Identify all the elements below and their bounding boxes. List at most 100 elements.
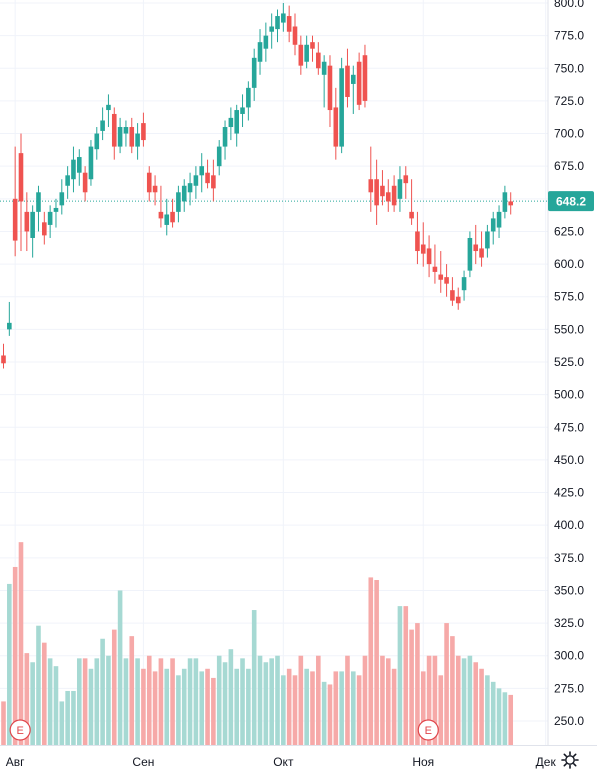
- price-tick-label: 675.0: [554, 159, 584, 173]
- candle-body: [339, 68, 344, 147]
- candle: [508, 192, 514, 215]
- volume-bar: [30, 662, 35, 745]
- price-tick-label: 725.0: [554, 94, 584, 108]
- candle-body: [333, 107, 339, 147]
- candle-body: [281, 13, 286, 23]
- candle: [461, 270, 467, 301]
- candle: [71, 146, 76, 193]
- candle-body: [426, 248, 432, 265]
- volume-bars: [1, 542, 514, 745]
- candle-body: [222, 127, 228, 147]
- candle: [432, 244, 438, 284]
- volume-bar: [251, 610, 257, 745]
- candle: [246, 81, 251, 121]
- time-axis[interactable]: Авг Сен Окт Ноя Дек: [6, 755, 557, 769]
- candle: [94, 127, 100, 160]
- candle-body: [211, 175, 216, 189]
- candle: [286, 5, 292, 43]
- candle-body: [152, 185, 158, 193]
- candle-body: [391, 185, 397, 206]
- candle-body: [374, 179, 379, 206]
- candle-body: [263, 35, 269, 49]
- candle: [211, 159, 216, 202]
- candle: [216, 140, 222, 176]
- candle-body: [409, 211, 414, 219]
- volume-bar: [170, 658, 175, 745]
- candle-body: [479, 248, 484, 258]
- candle: [339, 57, 344, 154]
- candle: [123, 120, 129, 147]
- candle-body: [327, 65, 333, 111]
- price-tick-label: 450.0: [554, 453, 584, 467]
- volume-bar: [438, 675, 444, 745]
- candle-body: [88, 146, 94, 180]
- volume-bar: [234, 668, 239, 745]
- candle: [327, 55, 333, 128]
- candle: [502, 185, 508, 219]
- volume-bar: [117, 590, 123, 745]
- candle: [403, 166, 409, 199]
- volume-bar: [12, 566, 18, 745]
- candle: [298, 35, 304, 75]
- candle: [53, 198, 59, 228]
- volume-bar: [7, 583, 12, 745]
- price-tick-label: 400.0: [554, 518, 584, 532]
- candle: [292, 13, 298, 56]
- price-tick-label: 600.0: [554, 257, 584, 271]
- candle: [275, 9, 280, 43]
- candle: [1, 343, 6, 369]
- candle-body: [286, 16, 292, 32]
- volume-bar: [24, 653, 30, 745]
- candle-body: [356, 61, 362, 105]
- candle: [496, 205, 502, 238]
- settings-gear-icon[interactable]: [561, 751, 579, 769]
- candle: [106, 94, 111, 128]
- candle: [304, 35, 309, 69]
- candle: [100, 107, 105, 141]
- volume-bar: [368, 577, 374, 745]
- candle: [485, 224, 490, 258]
- candle-body: [65, 175, 70, 186]
- candle: [141, 112, 146, 147]
- candle: [374, 159, 379, 225]
- candle-body: [240, 107, 245, 114]
- volume-bar: [316, 655, 321, 745]
- volume-bar: [135, 658, 140, 745]
- candle-body: [351, 74, 356, 84]
- candle-body: [269, 26, 274, 32]
- volume-bar: [88, 668, 94, 745]
- candle-body: [467, 237, 473, 271]
- candle: [321, 55, 327, 108]
- candle-body: [1, 355, 6, 364]
- volume-bar: [164, 668, 170, 745]
- time-tick-label: Сен: [132, 755, 154, 769]
- candle: [193, 166, 199, 199]
- earnings-event-marker[interactable]: E: [9, 719, 31, 741]
- candle: [391, 175, 397, 212]
- candle-body: [18, 153, 24, 202]
- volume-bar: [111, 629, 117, 745]
- candle: [117, 117, 123, 154]
- price-scale-background[interactable]: [548, 0, 597, 745]
- volume-bar: [71, 690, 76, 745]
- volume-bar: [36, 625, 41, 745]
- volume-bar: [397, 606, 403, 745]
- candle: [426, 235, 432, 278]
- candle-body: [461, 277, 467, 291]
- volume-bar: [205, 668, 210, 745]
- candle: [310, 35, 315, 62]
- volume-bar: [18, 542, 24, 745]
- price-axis[interactable]: 800.0775.0750.0725.0700.0675.0650.0625.0…: [554, 0, 584, 728]
- volume-bar: [146, 655, 152, 745]
- candle-body: [76, 157, 82, 173]
- volume-bar: [199, 671, 205, 745]
- volume-bar: [257, 655, 263, 745]
- earnings-event-marker[interactable]: E: [417, 719, 439, 741]
- volume-bar: [502, 692, 508, 745]
- volume-bar: [426, 655, 432, 745]
- candle-body: [420, 244, 426, 254]
- price-tick-label: 275.0: [554, 681, 584, 695]
- candle-body: [438, 274, 444, 280]
- volume-bar: [100, 638, 105, 745]
